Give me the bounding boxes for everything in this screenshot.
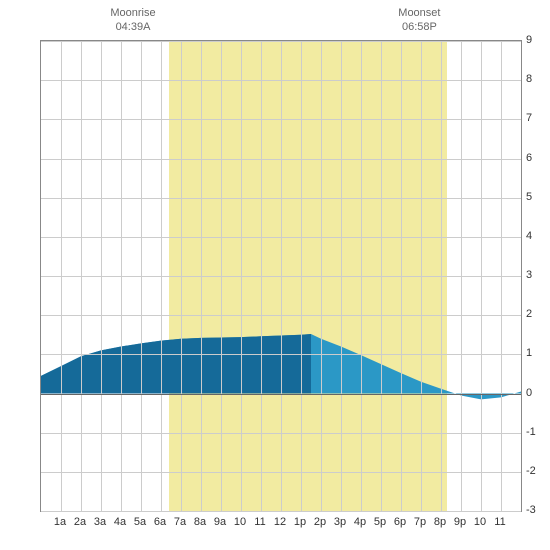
moonset-time: 06:58P [402,21,437,33]
moonrise-annotation: Moonrise 04:39A [103,6,163,35]
plot-area [40,40,522,512]
y-tick-label: 8 [526,73,532,85]
grid-line-h [41,41,521,42]
y-tick-label: 2 [526,308,532,320]
x-tick-label: 2a [74,516,86,528]
y-tick-label: 4 [526,230,532,242]
grid-line-h [41,472,521,473]
y-tick-label: 0 [526,387,532,399]
x-tick-label: 10 [234,516,246,528]
moonrise-title: Moonrise [110,7,155,19]
y-tick-label: 1 [526,347,532,359]
y-tick-label: 7 [526,112,532,124]
y-tick-label: -2 [526,465,536,477]
moonset-annotation: Moonset 06:58P [389,6,449,35]
grid-line-h [41,198,521,199]
grid-line-h [41,315,521,316]
grid-line-h [41,119,521,120]
moonset-title: Moonset [398,7,440,19]
grid-line-h [41,433,521,434]
moonrise-time: 04:39A [116,21,151,33]
x-tick-label: 2p [314,516,326,528]
grid-line-h [41,354,521,355]
x-tick-label: 11 [494,516,505,528]
x-tick-label: 3p [334,516,346,528]
x-tick-label: 5a [134,516,146,528]
x-tick-label: 12 [274,516,286,528]
y-tick-label: 3 [526,269,532,281]
y-tick-label: 9 [526,34,532,46]
x-tick-label: 1p [294,516,306,528]
x-tick-label: 4p [354,516,366,528]
y-tick-label: -3 [526,504,536,516]
x-tick-label: 7a [174,516,186,528]
grid-line-h [41,276,521,277]
x-tick-label: 3a [94,516,106,528]
x-tick-label: 10 [474,516,486,528]
x-tick-label: 9p [454,516,466,528]
x-tick-label: 8a [194,516,206,528]
x-tick-label: 1a [54,516,66,528]
y-tick-label: -1 [526,426,536,438]
y-tick-label: 6 [526,152,532,164]
tide-chart: Moonrise 04:39A Moonset 06:58P 1a 2a 3a 4a 5… [0,0,550,550]
x-tick-label: 6p [394,516,406,528]
zero-line [41,394,521,395]
x-tick-label: 9a [214,516,226,528]
x-tick-label: 8p [434,516,446,528]
x-tick-label: 7p [414,516,426,528]
y-tick-label: 5 [526,191,532,203]
grid-line-h [41,511,521,512]
x-tick-label: 6a [154,516,166,528]
x-tick-label: 4a [114,516,126,528]
grid-line-h [41,159,521,160]
grid-line-h [41,80,521,81]
x-tick-label: 5p [374,516,386,528]
x-tick-label: 11 [254,516,265,528]
grid-line-h [41,237,521,238]
